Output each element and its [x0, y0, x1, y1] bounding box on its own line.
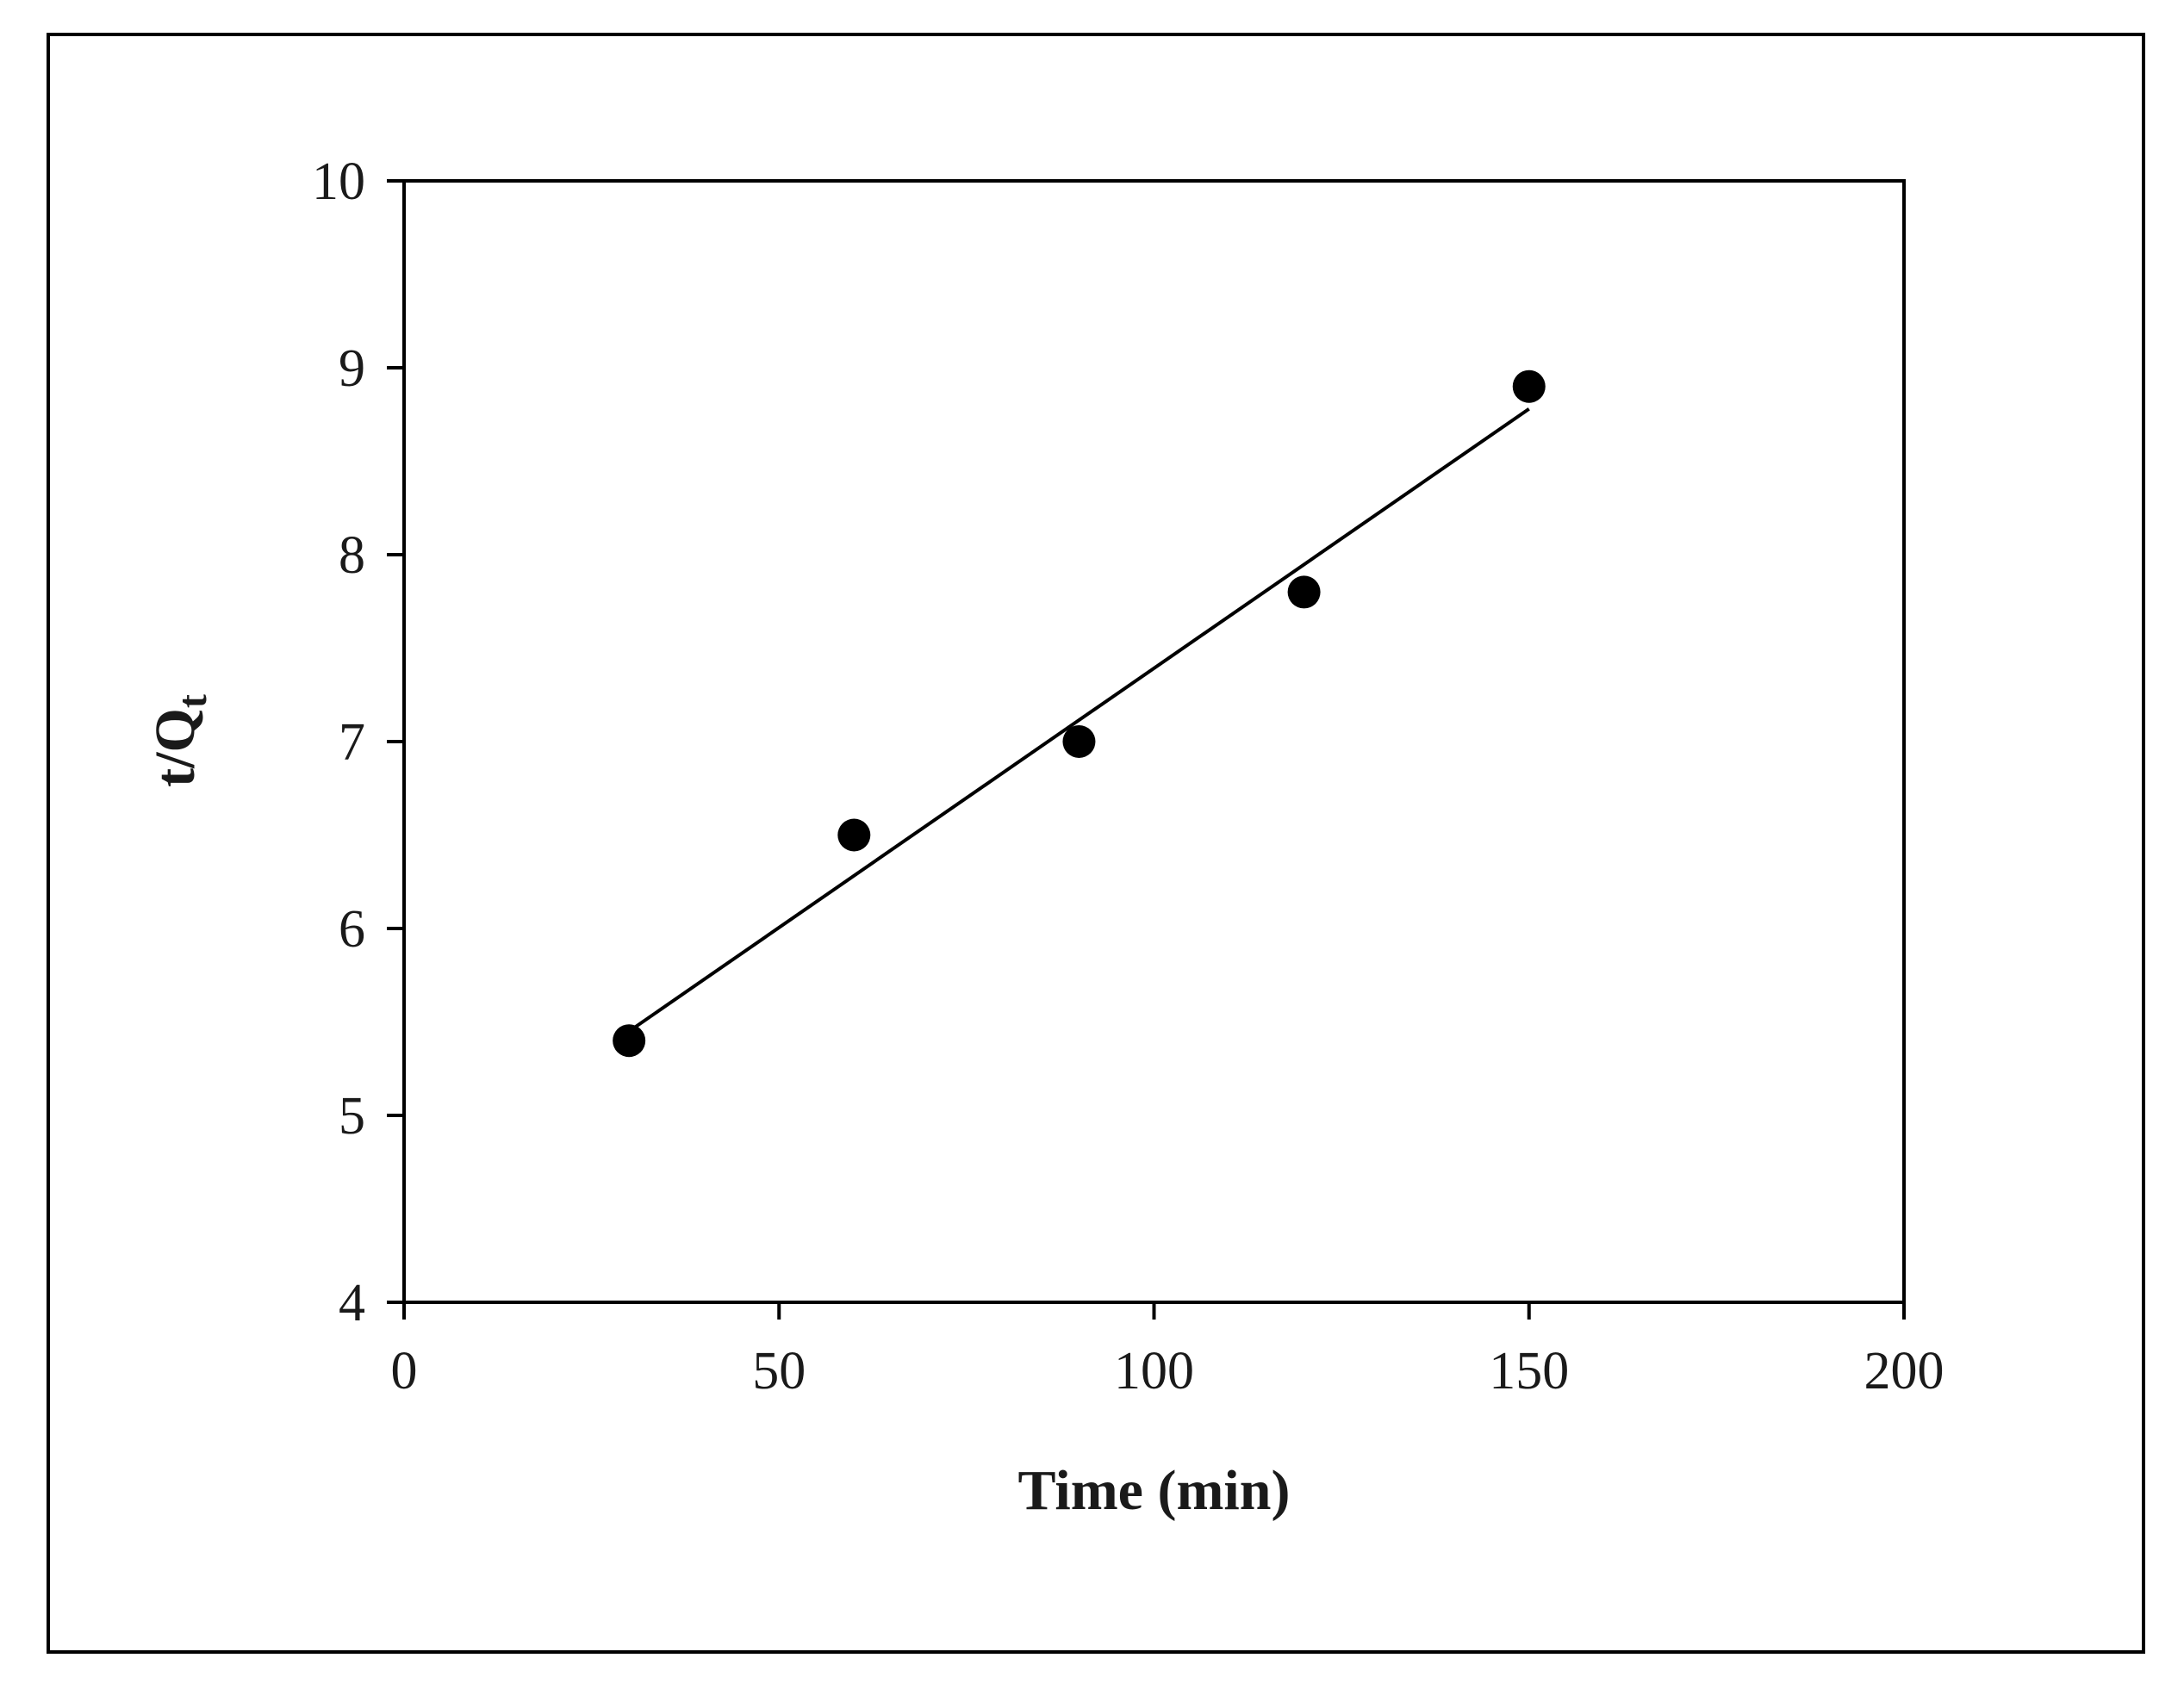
y-tick-label: 9	[339, 339, 365, 398]
y-tick-label: 4	[339, 1274, 365, 1332]
y-tick-label: 10	[312, 152, 365, 211]
y-tick-label: 7	[339, 713, 365, 772]
x-axis-ticks: 0 50 100 150 200	[391, 1302, 1944, 1400]
x-tick-label: 50	[752, 1342, 806, 1400]
y-tick-label: 6	[339, 900, 365, 959]
y-axis-ticks: 4 5 6 7 8 9 10	[312, 152, 404, 1332]
y-tick-label: 8	[339, 526, 365, 585]
data-point	[613, 1024, 646, 1058]
x-tick-label: 0	[391, 1342, 418, 1400]
data-point	[1062, 725, 1096, 758]
data-point	[1287, 575, 1321, 609]
y-axis-title: t/Qt	[144, 694, 215, 787]
y-axis-title-subscript: t	[170, 694, 215, 708]
data-point	[837, 818, 871, 852]
trendline	[628, 407, 1530, 1033]
data-points	[613, 370, 1546, 1058]
x-tick-label: 200	[1864, 1342, 1944, 1400]
y-tick-label: 5	[339, 1087, 365, 1146]
x-axis-title: Time (min)	[1018, 1459, 1291, 1522]
y-axis-title-main: t/Q	[144, 708, 207, 787]
plot-area	[402, 179, 1906, 1304]
figure-frame	[47, 33, 2145, 1654]
x-tick-label: 150	[1489, 1342, 1569, 1400]
data-point	[1512, 370, 1546, 403]
x-tick-label: 100	[1114, 1342, 1194, 1400]
